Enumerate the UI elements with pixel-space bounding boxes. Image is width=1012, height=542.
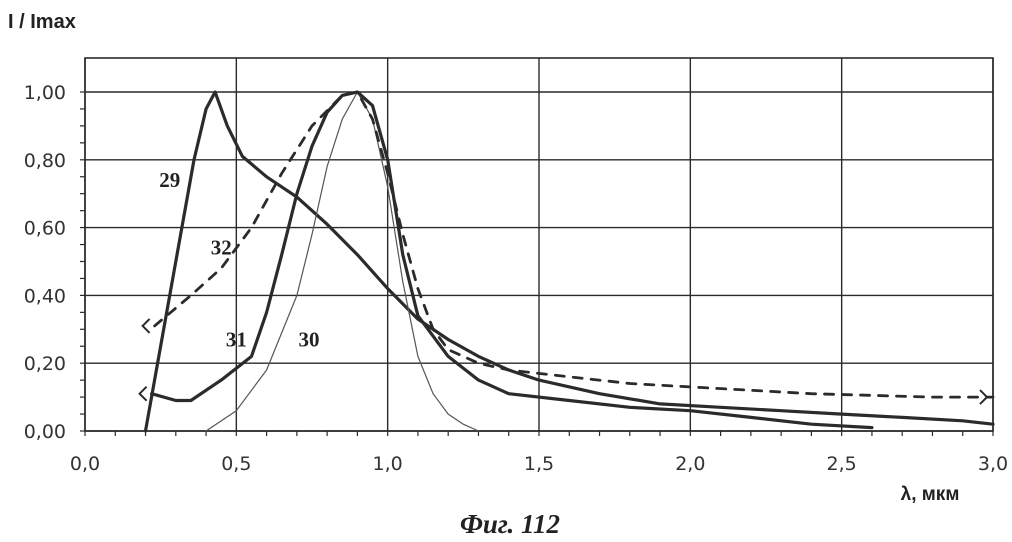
y-tick-label: 0,00: [24, 421, 66, 443]
series-label-30: 30: [298, 327, 319, 351]
series-label-32: 32: [211, 236, 232, 260]
x-tick-label: 0,5: [221, 453, 251, 475]
x-tick-label: 2,0: [675, 453, 705, 475]
x-tick-label: 1,0: [373, 453, 403, 475]
series-line-30: [206, 92, 478, 431]
x-tick-label: 2,5: [827, 453, 857, 475]
series-line-31: [152, 92, 872, 428]
y-tick-label: 0,60: [24, 218, 66, 240]
y-axis-label: I / Imax: [8, 11, 76, 33]
y-tick-label: 0,40: [24, 285, 66, 307]
series-arrow: [140, 387, 147, 401]
series-line-32: [155, 92, 993, 397]
y-tick-label: 1,00: [24, 82, 66, 104]
x-tick-label: 3,0: [978, 453, 1008, 475]
series-layer: [140, 92, 993, 431]
x-tick-label: 1,5: [524, 453, 554, 475]
y-tick-label: 0,80: [24, 150, 66, 172]
series-arrow: [980, 390, 987, 404]
y-tick-label: 0,20: [24, 353, 66, 375]
x-tick-label: 0,0: [70, 453, 100, 475]
series-label-29: 29: [159, 168, 180, 192]
x-axis-label: λ, мкм: [901, 484, 960, 505]
series-label-31: 31: [226, 327, 247, 351]
series-line-29: [146, 92, 994, 431]
series-arrow: [143, 319, 150, 333]
figure-caption: Фиг. 112: [460, 509, 560, 539]
